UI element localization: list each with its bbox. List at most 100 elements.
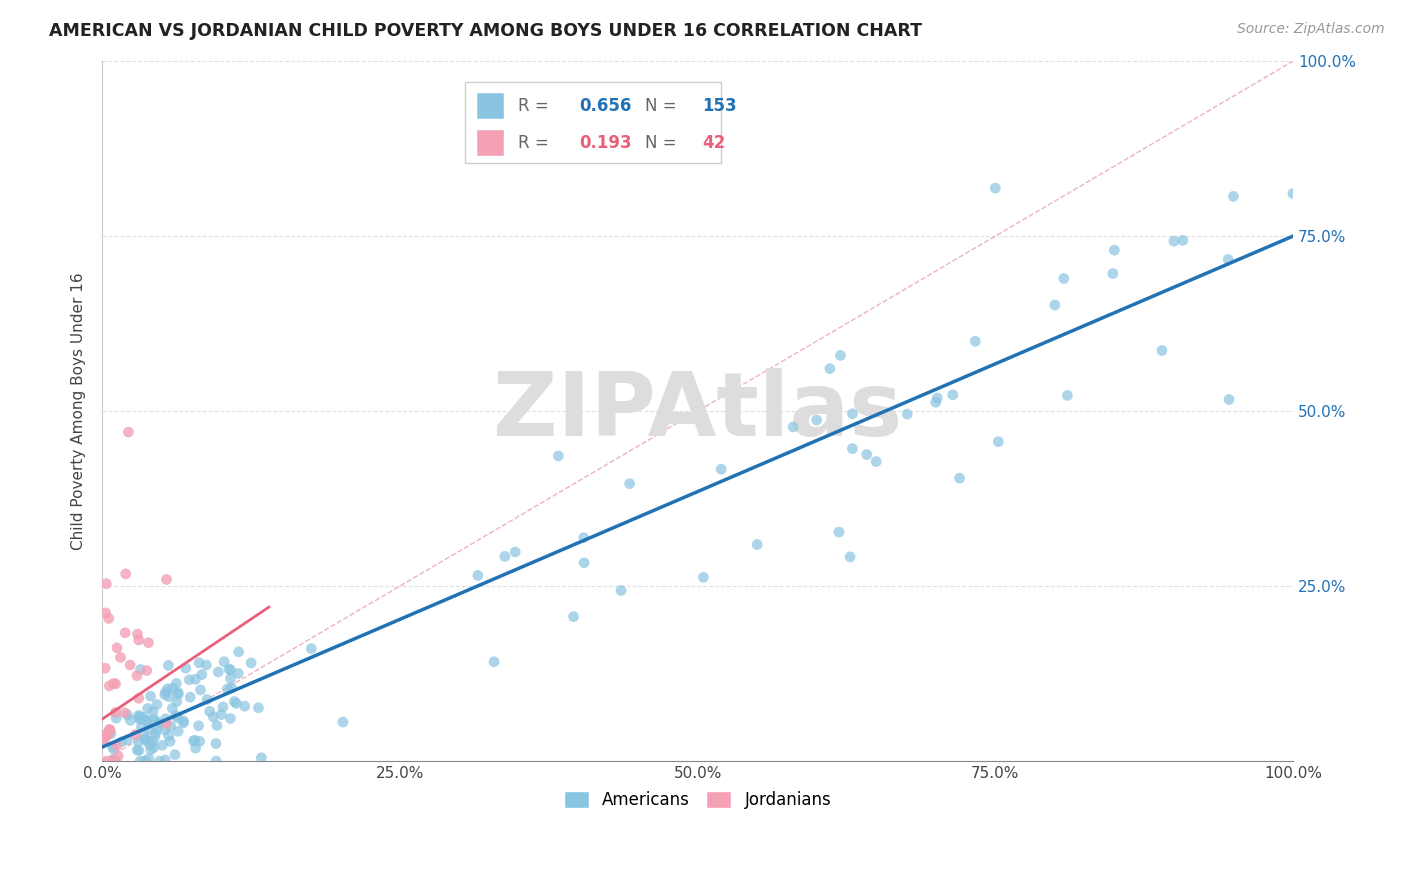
Point	[104, 754, 127, 768]
Point	[120, 658, 142, 673]
Point	[1163, 234, 1185, 248]
Point	[927, 391, 949, 405]
Text: 153: 153	[703, 97, 737, 115]
Point	[710, 462, 733, 476]
Point	[1056, 388, 1078, 402]
Point	[984, 181, 1007, 195]
Point	[155, 712, 177, 726]
Point	[692, 570, 714, 584]
Point	[172, 714, 194, 728]
Point	[136, 714, 159, 728]
Point	[806, 413, 828, 427]
Point	[101, 739, 124, 754]
Point	[128, 691, 150, 706]
Point	[148, 715, 170, 730]
Point	[122, 782, 145, 797]
Point	[179, 690, 201, 705]
Point	[195, 692, 218, 706]
Point	[157, 729, 180, 743]
Point	[100, 767, 122, 781]
Point	[299, 641, 322, 656]
Point	[207, 665, 229, 679]
Point	[114, 706, 136, 720]
Point	[205, 754, 228, 768]
Point	[166, 711, 188, 725]
Point	[167, 724, 190, 739]
Text: 0.656: 0.656	[579, 97, 633, 115]
Point	[142, 705, 165, 719]
Point	[167, 687, 190, 701]
FancyBboxPatch shape	[465, 82, 721, 162]
Point	[247, 700, 270, 714]
Point	[165, 708, 187, 723]
Point	[157, 658, 180, 673]
Point	[965, 334, 987, 349]
Point	[94, 661, 117, 675]
Point	[136, 701, 159, 715]
Point	[135, 733, 157, 747]
Point	[93, 734, 115, 748]
Point	[128, 712, 150, 726]
Point	[187, 719, 209, 733]
Text: R =: R =	[517, 134, 548, 152]
Point	[97, 728, 120, 742]
Point	[138, 751, 160, 765]
Point	[104, 706, 127, 720]
Point	[942, 388, 965, 402]
Point	[103, 754, 125, 768]
Point	[1043, 298, 1066, 312]
Point	[855, 448, 877, 462]
Bar	[477, 129, 503, 156]
Point	[1053, 271, 1076, 285]
Point	[202, 710, 225, 724]
Point	[103, 754, 125, 768]
Point	[619, 476, 641, 491]
Point	[103, 742, 125, 756]
Point	[562, 609, 585, 624]
Point	[198, 704, 221, 718]
Point	[117, 707, 139, 722]
Point	[125, 668, 148, 682]
Point	[149, 754, 172, 768]
Point	[195, 657, 218, 672]
Point	[226, 666, 249, 681]
Point	[94, 606, 117, 620]
Point	[103, 798, 125, 813]
Point	[142, 740, 165, 755]
Point	[153, 688, 176, 702]
Point	[987, 434, 1010, 449]
Point	[191, 667, 214, 681]
Point	[166, 676, 188, 690]
Point	[96, 576, 118, 591]
Point	[332, 714, 354, 729]
Point	[1171, 233, 1194, 247]
Point	[233, 699, 256, 714]
Point	[217, 681, 239, 696]
Point	[128, 633, 150, 648]
Point	[145, 714, 167, 729]
Point	[125, 798, 148, 813]
Point	[1218, 252, 1240, 267]
Point	[610, 583, 633, 598]
Point	[146, 721, 169, 735]
Point	[179, 673, 201, 687]
Text: N =: N =	[645, 97, 676, 115]
Point	[184, 672, 207, 686]
Point	[503, 545, 526, 559]
Point	[188, 656, 211, 670]
Point	[173, 715, 195, 730]
Point	[91, 727, 114, 741]
Point	[100, 765, 122, 780]
Point	[100, 726, 122, 740]
Point	[132, 729, 155, 743]
Text: 42: 42	[703, 134, 725, 152]
Point	[572, 531, 595, 545]
Point	[747, 538, 769, 552]
Point	[572, 556, 595, 570]
Text: Source: ZipAtlas.com: Source: ZipAtlas.com	[1237, 22, 1385, 37]
Legend: Americans, Jordanians: Americans, Jordanians	[557, 784, 838, 816]
Point	[98, 679, 121, 693]
Point	[1150, 343, 1173, 358]
Point	[547, 449, 569, 463]
Point	[155, 573, 177, 587]
